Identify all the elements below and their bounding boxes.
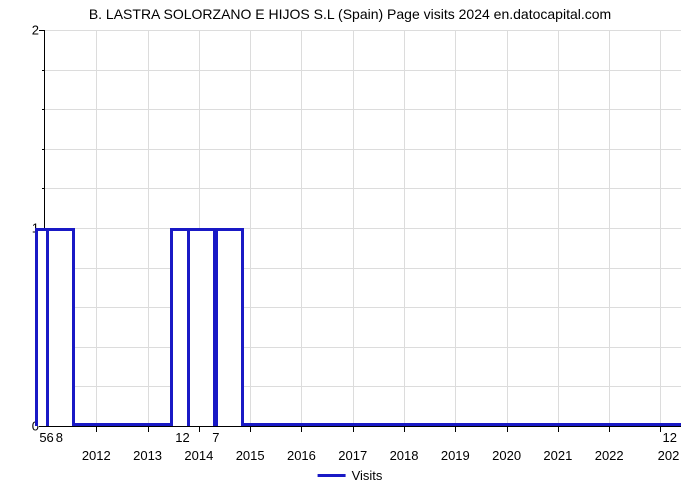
gridline-vertical — [353, 30, 354, 426]
gridline-horizontal-minor — [45, 149, 681, 150]
xaxis-tick — [404, 426, 405, 432]
xaxis-tick-label: 2019 — [441, 442, 470, 463]
xaxis-tick-label: 2022 — [595, 442, 624, 463]
gridline-horizontal — [45, 228, 681, 229]
xaxis-tick-label: 2017 — [338, 442, 367, 463]
chart-container: B. LASTRA SOLORZANO E HIJOS S.L (Spain) … — [0, 0, 700, 500]
xaxis-tick — [301, 426, 302, 432]
gridline-horizontal-minor — [45, 109, 681, 110]
xaxis-tick-label: 2020 — [492, 442, 521, 463]
series-spike — [187, 228, 216, 426]
data-point-label: 12 — [663, 430, 677, 445]
gridline-horizontal-minor — [45, 268, 681, 269]
xaxis-tick — [558, 426, 559, 432]
gridline-horizontal-minor — [45, 347, 681, 348]
gridline-horizontal-minor — [45, 70, 681, 71]
yaxis-tick — [39, 426, 45, 427]
xaxis-tick — [96, 426, 97, 432]
xaxis-tick-label: 2021 — [543, 442, 572, 463]
gridline-vertical — [301, 30, 302, 426]
xaxis-tick-label: 2016 — [287, 442, 316, 463]
xaxis-tick — [250, 426, 251, 432]
gridline-vertical — [250, 30, 251, 426]
series-spike — [46, 228, 75, 426]
data-point-label: 12 — [175, 430, 189, 445]
gridline-horizontal-minor — [45, 386, 681, 387]
gridline-vertical — [96, 30, 97, 426]
xaxis-tick — [353, 426, 354, 432]
xaxis-tick — [609, 426, 610, 432]
legend-swatch — [318, 474, 346, 477]
xaxis-tick-label: 2013 — [133, 442, 162, 463]
xaxis-tick-label: 2018 — [390, 442, 419, 463]
xaxis-tick — [199, 426, 200, 432]
data-point-label: 8 — [56, 430, 63, 445]
xaxis-tick-label: 2015 — [236, 442, 265, 463]
chart-title: B. LASTRA SOLORZANO E HIJOS S.L (Spain) … — [0, 6, 700, 22]
gridline-vertical — [404, 30, 405, 426]
gridline-vertical — [455, 30, 456, 426]
series-baseline — [45, 423, 681, 426]
xaxis-tick-label: 2014 — [184, 442, 213, 463]
gridline-horizontal-minor — [45, 188, 681, 189]
gridline-vertical — [609, 30, 610, 426]
data-point-label: 7 — [212, 430, 219, 445]
legend-label: Visits — [352, 468, 383, 483]
xaxis-tick — [148, 426, 149, 432]
xaxis-tick-label: 2012 — [82, 442, 111, 463]
gridline-vertical — [558, 30, 559, 426]
plot-area: 0122012201320142015201620172018201920202… — [44, 30, 681, 427]
gridline-horizontal — [45, 30, 681, 31]
xaxis-tick-label: 202 — [658, 442, 680, 463]
gridline-vertical — [507, 30, 508, 426]
legend: Visits — [318, 468, 383, 483]
gridline-horizontal-minor — [45, 307, 681, 308]
xaxis-tick — [455, 426, 456, 432]
xaxis-tick — [507, 426, 508, 432]
xaxis-tick — [660, 426, 661, 432]
gridline-vertical — [148, 30, 149, 426]
data-point-label: 56 — [39, 430, 53, 445]
series-spike — [215, 228, 244, 426]
gridline-vertical — [660, 30, 661, 426]
